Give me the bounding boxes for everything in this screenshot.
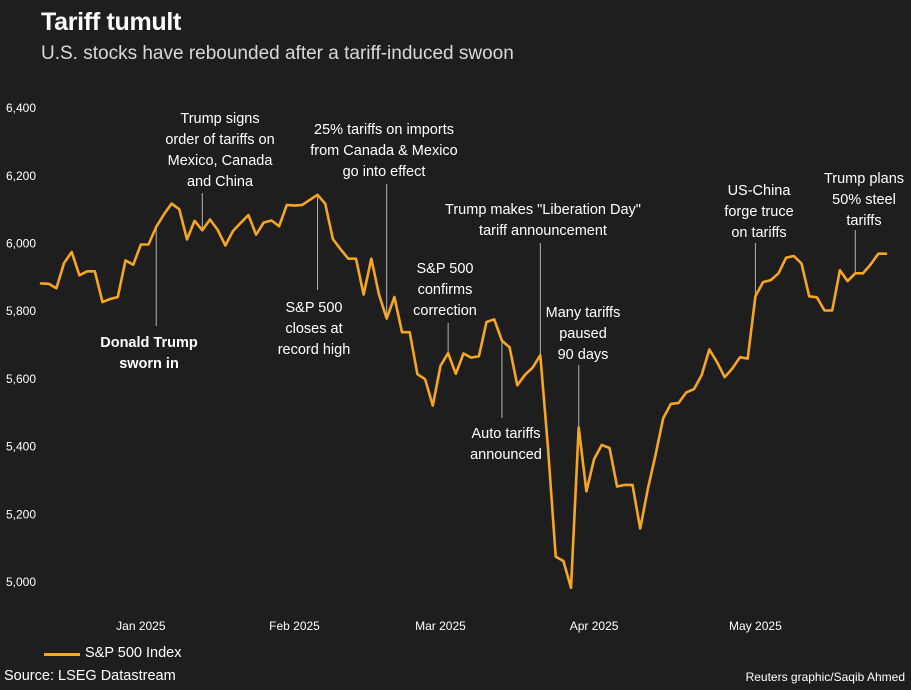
annotation-line: tariff announcement xyxy=(479,223,607,239)
x-axis: Jan 2025 Feb 2025 Mar 2025 Apr 2025 May 2025 xyxy=(116,619,782,633)
annotation-line: confirms xyxy=(418,282,473,298)
annotation-line: tariffs xyxy=(846,213,881,229)
y-tick-label: 5,600 xyxy=(6,372,36,386)
x-tick-label: Apr 2025 xyxy=(570,619,619,633)
y-tick-label: 5,800 xyxy=(6,304,36,318)
annotation-line: and China xyxy=(187,174,254,190)
annotation-auto-tariffs: Auto tariffs announced xyxy=(470,426,542,463)
annotation-steel-tariffs: Trump plans 50% steel tariffs xyxy=(824,171,904,229)
chart-title: Tariff tumult xyxy=(41,8,182,36)
annotation-line: S&P 500 xyxy=(417,261,474,277)
annotation-line: 25% tariffs on imports xyxy=(314,122,454,138)
annotation-line: Trump signs xyxy=(180,111,259,127)
annotation-line: Auto tariffs xyxy=(471,426,540,442)
annotation-line: correction xyxy=(413,303,477,319)
x-tick-label: Feb 2025 xyxy=(269,619,320,633)
y-axis: 5,000 5,200 5,400 5,600 5,800 6,000 6,200 6,400 xyxy=(6,101,36,589)
y-tick-label: 6,400 xyxy=(6,101,36,115)
annotation-tariffs-effect: 25% tariffs on imports from Canada & Mexi… xyxy=(310,122,457,180)
annotation-paused: Many tariffs paused 90 days xyxy=(546,305,621,363)
annotation-line: go into effect xyxy=(343,164,426,180)
annotation-line: from Canada & Mexico xyxy=(310,143,457,159)
x-tick-label: Mar 2025 xyxy=(415,619,466,633)
annotation-line: record high xyxy=(278,342,351,358)
annotation-line: Mexico, Canada xyxy=(168,153,274,169)
y-tick-label: 5,400 xyxy=(6,440,36,454)
annotation-line: Many tariffs xyxy=(546,305,621,321)
y-tick-label: 5,200 xyxy=(6,507,36,521)
annotation-line: 90 days xyxy=(558,347,609,363)
annotation-correction: S&P 500 confirms correction xyxy=(413,261,477,319)
legend-swatch xyxy=(44,653,80,656)
annotation-line: on tariffs xyxy=(731,225,786,241)
annotation-line: forge truce xyxy=(724,204,793,220)
series-group xyxy=(39,193,888,590)
annotation-china-truce: US-China forge truce on tariffs xyxy=(724,183,793,241)
annotation-line: paused xyxy=(559,326,607,342)
annotation-line: US-China xyxy=(728,183,792,199)
annotation-leaders xyxy=(155,184,856,428)
x-tick-label: May 2025 xyxy=(729,619,782,633)
annotation-line: S&P 500 xyxy=(286,300,343,316)
annotations: Donald Trump sworn in Trump signs order of … xyxy=(100,111,904,463)
annotation-line: Trump makes "Liberation Day" xyxy=(445,202,641,218)
series-line-sp500 xyxy=(39,193,888,590)
y-tick-label: 5,000 xyxy=(6,575,36,589)
source-note: Source: LSEG Datastream xyxy=(4,668,176,684)
x-tick-label: Jan 2025 xyxy=(116,619,166,633)
annotation-line: announced xyxy=(470,447,542,463)
annotation-line: 50% steel xyxy=(832,192,896,208)
annotation-tariff-order: Trump signs order of tariffs on Mexico, Ca… xyxy=(165,111,274,190)
y-tick-label: 6,200 xyxy=(6,169,36,183)
annotation-record-high: S&P 500 closes at record high xyxy=(278,300,351,358)
annotation-line: closes at xyxy=(285,321,342,337)
annotation-line: order of tariffs on xyxy=(165,132,274,148)
legend-label: S&P 500 Index xyxy=(85,645,182,661)
credit-note: Reuters graphic/Saqib Ahmed xyxy=(745,670,905,684)
y-tick-label: 6,000 xyxy=(6,237,36,251)
annotation-line: Donald Trump xyxy=(100,335,198,351)
chart-subtitle: U.S. stocks have rebounded after a tarif… xyxy=(41,43,514,64)
annotation-line: Trump plans xyxy=(824,171,904,187)
annotation-sworn-in: Donald Trump sworn in xyxy=(100,335,198,372)
annotation-liberation-day: Trump makes "Liberation Day" tariff annou… xyxy=(445,202,641,239)
annotation-line: sworn in xyxy=(119,356,179,372)
